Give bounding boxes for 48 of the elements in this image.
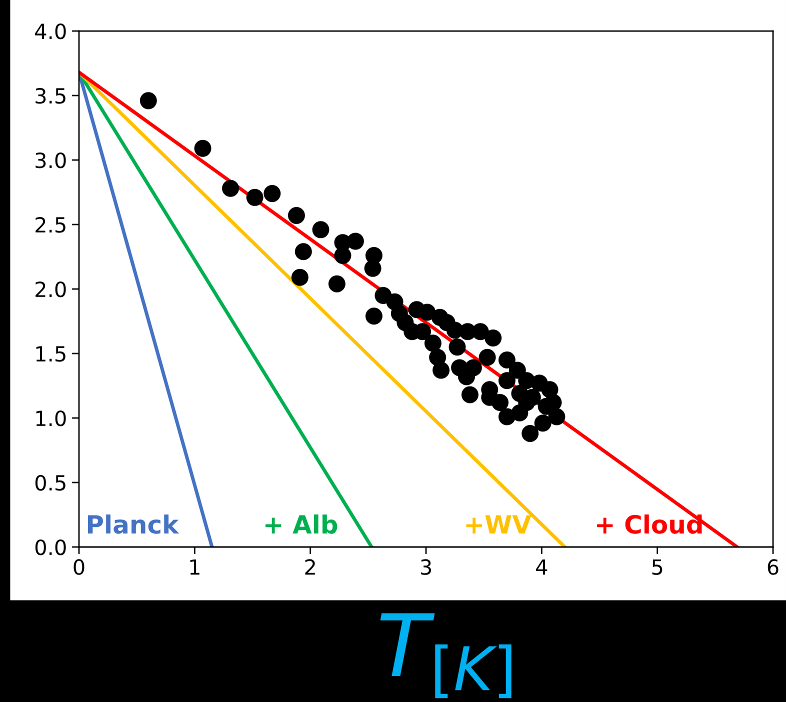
series-label: + Alb xyxy=(265,514,338,534)
y-tick-label: 0.5 xyxy=(35,474,66,491)
point xyxy=(264,185,281,202)
point xyxy=(511,384,528,402)
x-tick-label: 5 xyxy=(652,559,662,575)
point xyxy=(534,414,552,432)
series-label: +WV xyxy=(466,515,532,534)
point xyxy=(364,260,382,277)
point xyxy=(288,206,305,224)
series-label: Planck xyxy=(88,514,180,534)
y-tick-label: 4.0 xyxy=(35,23,66,40)
point xyxy=(291,268,308,286)
y-tick-label: 3.0 xyxy=(36,152,66,168)
point xyxy=(464,359,482,376)
point xyxy=(461,386,478,404)
point xyxy=(140,92,157,110)
y-tick-label: 2.0 xyxy=(36,281,66,298)
x-tick-label: 0 xyxy=(74,559,84,575)
x-tick-label: 1 xyxy=(190,559,200,575)
x-axis-title: T$_{[K]}$ xyxy=(380,613,512,698)
point xyxy=(548,408,566,426)
point xyxy=(498,351,516,368)
point xyxy=(522,424,539,442)
point xyxy=(424,334,442,352)
point xyxy=(478,348,496,366)
x-tick-label: 4 xyxy=(536,559,548,575)
point xyxy=(294,243,312,260)
x-tick-label: 3 xyxy=(420,559,431,575)
x-tick-label: 2 xyxy=(305,559,315,575)
point xyxy=(432,362,450,379)
point xyxy=(448,338,466,356)
point xyxy=(346,232,364,250)
point xyxy=(492,394,509,412)
point xyxy=(246,188,264,206)
point xyxy=(312,221,330,238)
point xyxy=(222,180,240,197)
y-tick-label: 2.5 xyxy=(36,216,66,233)
point xyxy=(498,372,516,390)
y-tick-label: 0.0 xyxy=(35,539,66,556)
point xyxy=(194,140,212,157)
x-tick-label: 6 xyxy=(768,559,778,575)
series-label: + Cloud xyxy=(597,514,702,534)
y-tick-label: 1.0 xyxy=(36,410,66,426)
point xyxy=(328,275,346,292)
point xyxy=(365,308,382,325)
y-tick-label: 3.5 xyxy=(36,88,66,104)
point xyxy=(484,330,502,347)
y-tick-label: 1.5 xyxy=(36,346,66,362)
